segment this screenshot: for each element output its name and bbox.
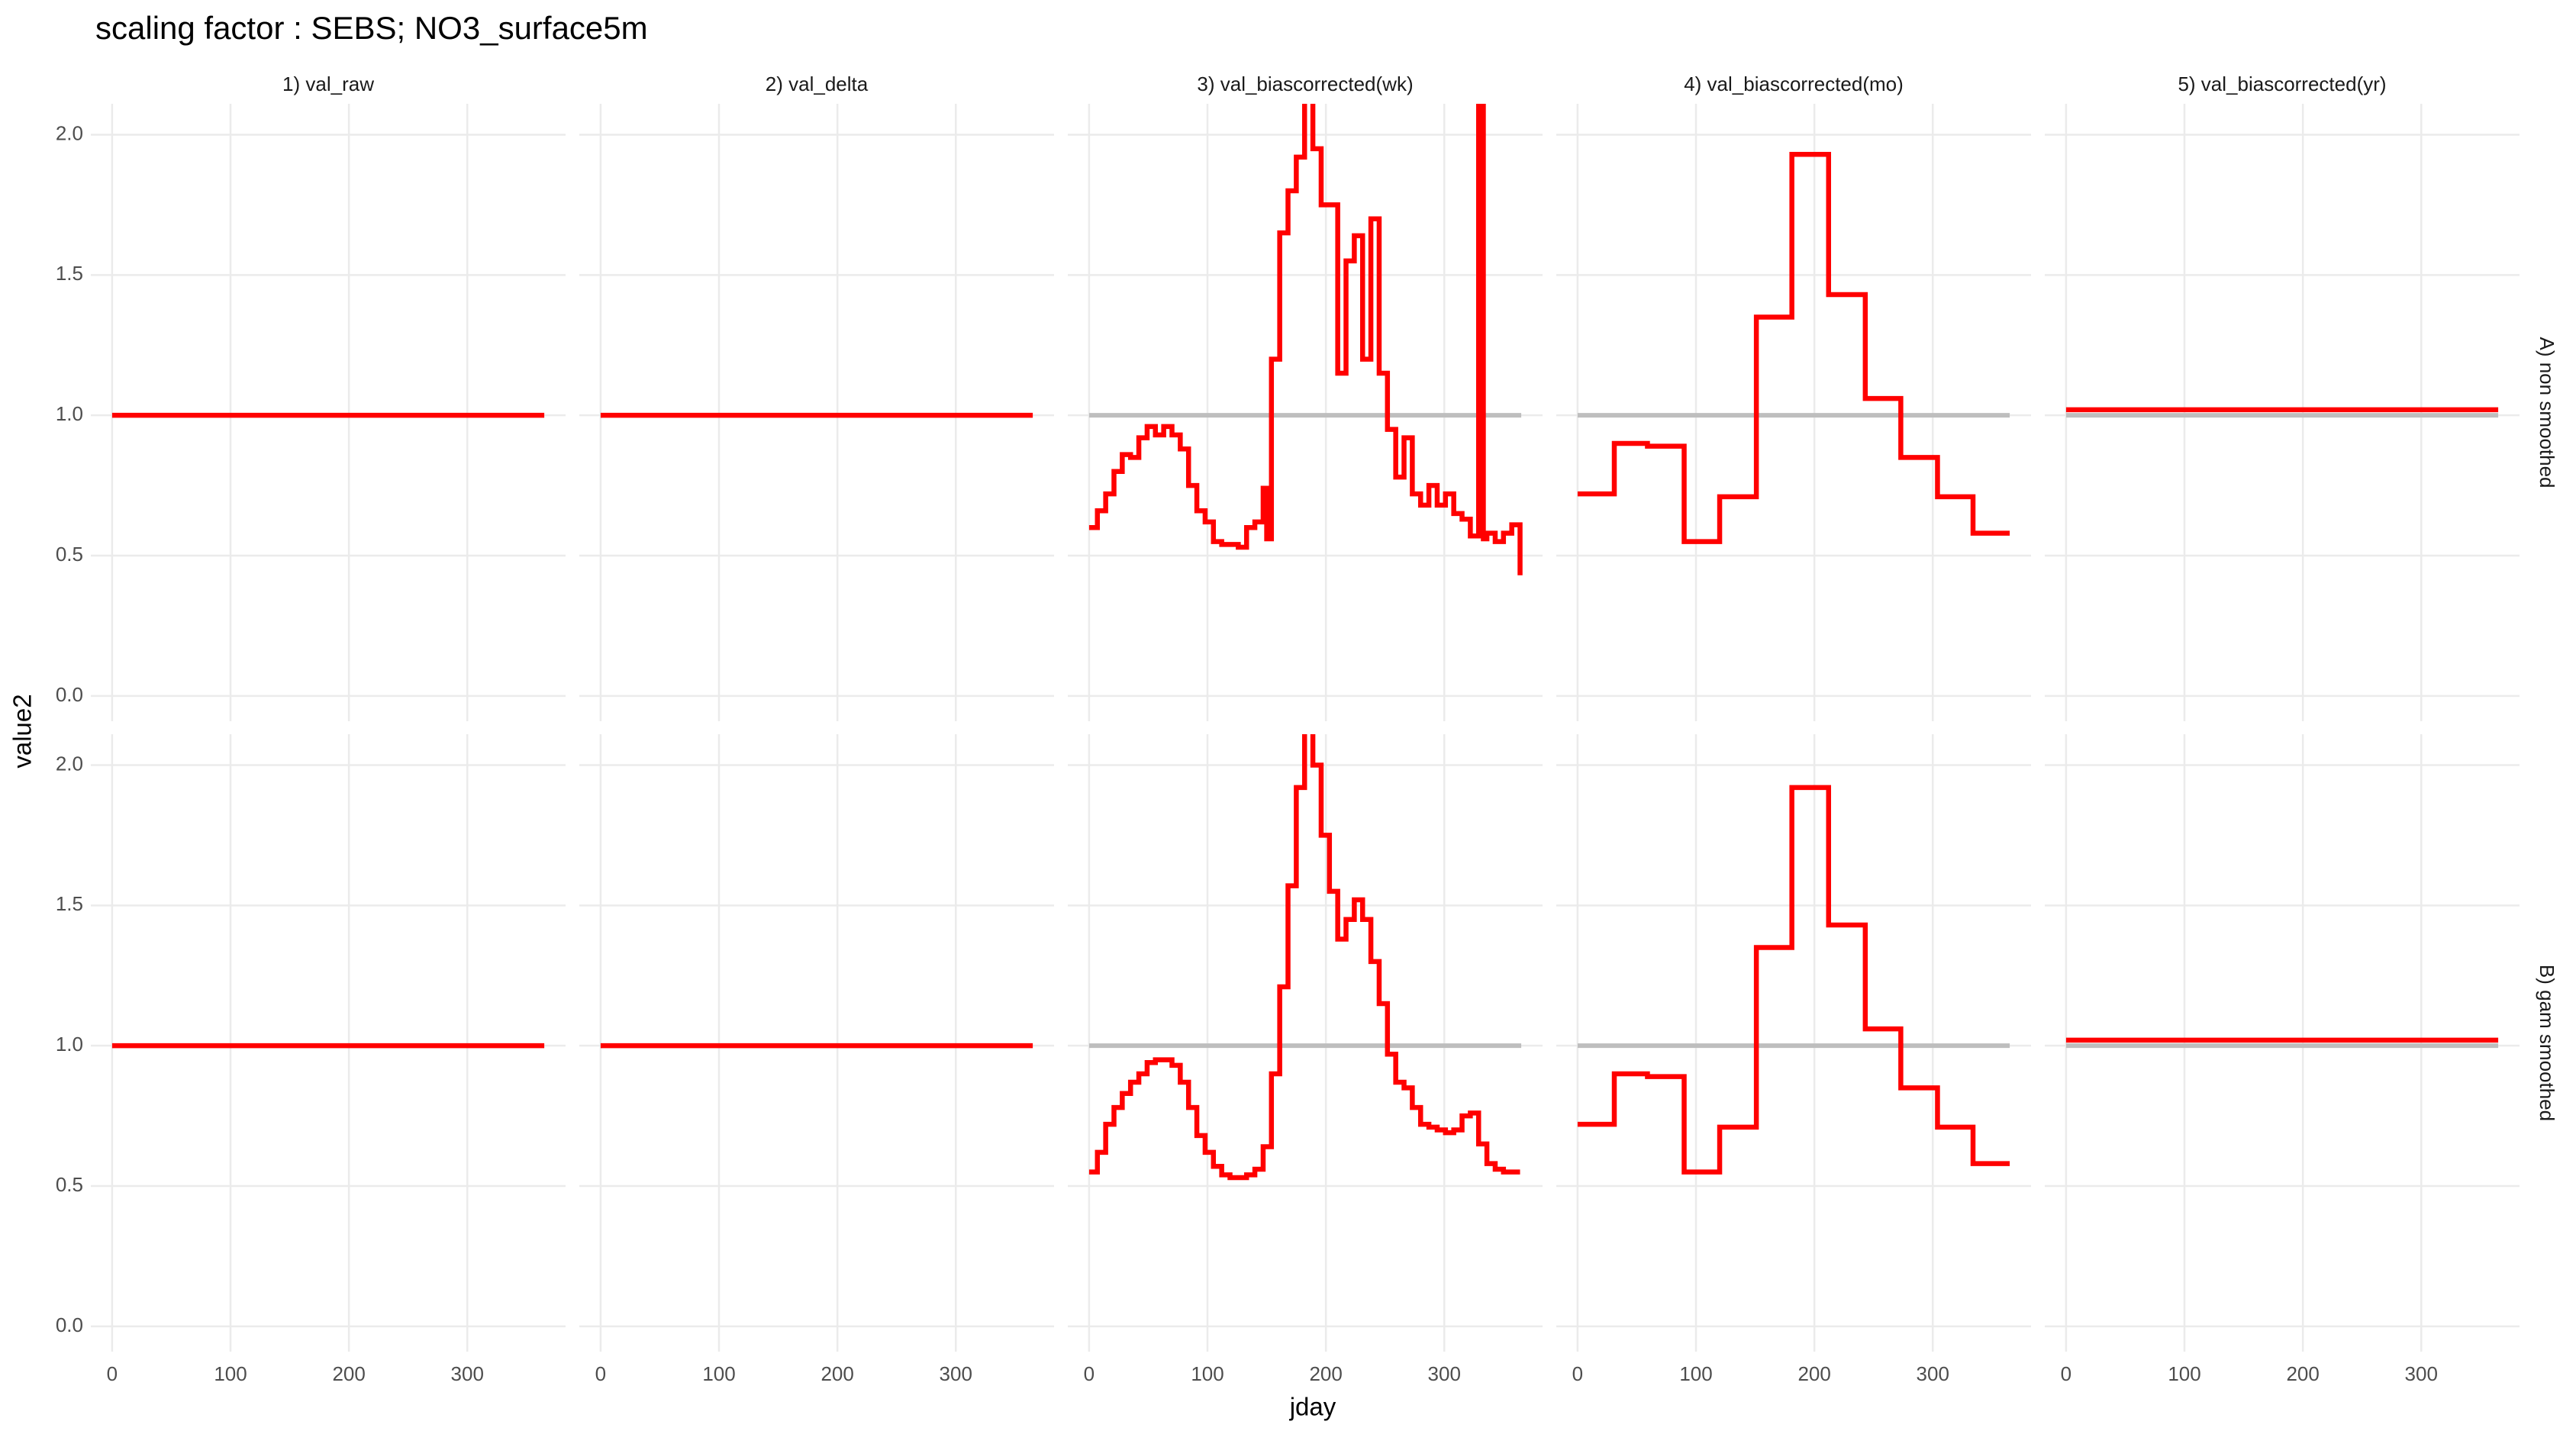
x-tick-label: 0 (107, 1362, 118, 1385)
column-strip-label: 1) val_raw (282, 73, 374, 95)
column-strip-label: 3) val_biascorrected(wk) (1197, 73, 1413, 95)
x-tick-label: 200 (332, 1362, 365, 1385)
x-tick-label: 100 (702, 1362, 735, 1385)
x-tick-label: 300 (1428, 1362, 1461, 1385)
step-line (1577, 785, 2010, 1175)
panel (579, 104, 1054, 721)
column-strip-label: 2) val_delta (766, 73, 869, 95)
x-tick-label: 200 (2286, 1362, 2319, 1385)
row-strip-label: A) non smoothed (2536, 337, 2558, 488)
panel: 0 100 200 300 (1556, 734, 2031, 1385)
row-strip-label: B) gam smoothed (2536, 965, 2558, 1121)
x-tick-label: 100 (2168, 1362, 2200, 1385)
x-tick-label: 200 (1797, 1362, 1830, 1385)
panel: 0.0 0.5 1.0 1.5 2.0 0 100 200 300 (56, 734, 566, 1385)
y-tick-label: 2.0 (56, 121, 83, 144)
y-tick-label: 0.0 (56, 683, 83, 706)
y-axis-title: value2 (8, 694, 37, 768)
x-tick-label: 0 (2061, 1362, 2071, 1385)
x-tick-label: 0 (595, 1362, 606, 1385)
panel: 0 100 200 300 (1068, 734, 1543, 1385)
x-axis-title: jday (1289, 1393, 1336, 1421)
y-tick-label: 2.0 (56, 752, 83, 775)
chart-title: scaling factor : SEBS; NO3_surface5m (95, 10, 648, 46)
panel (1556, 104, 2031, 721)
y-tick-label: 1.5 (56, 262, 83, 285)
x-tick-label: 0 (1084, 1362, 1095, 1385)
y-tick-label: 0.5 (56, 543, 83, 566)
x-tick-label: 0 (1572, 1362, 1583, 1385)
y-tick-label: 0.5 (56, 1173, 83, 1196)
y-tick-label: 0.0 (56, 1313, 83, 1336)
step-line (1088, 734, 1520, 1181)
panel (2045, 104, 2520, 721)
x-tick-label: 100 (1679, 1362, 1712, 1385)
panel: 0 100 200 300 (579, 734, 1054, 1385)
y-tick-label: 1.0 (56, 1033, 83, 1056)
panel: 0.0 0.5 1.0 1.5 2.0 (56, 104, 566, 721)
panel (1068, 104, 1543, 721)
x-tick-label: 100 (1191, 1362, 1224, 1385)
panel: 0 100 200 300 (2045, 734, 2520, 1385)
x-tick-label: 200 (821, 1362, 853, 1385)
y-tick-label: 1.5 (56, 892, 83, 915)
x-tick-label: 300 (451, 1362, 484, 1385)
y-tick-label: 1.0 (56, 402, 83, 425)
x-tick-label: 300 (1917, 1362, 1949, 1385)
step-line (1577, 151, 2010, 544)
column-strip-label: 4) val_biascorrected(mo) (1684, 73, 1904, 95)
x-tick-label: 300 (940, 1362, 972, 1385)
step-line (1088, 104, 1523, 575)
x-tick-label: 200 (1309, 1362, 1342, 1385)
x-tick-label: 100 (214, 1362, 247, 1385)
x-tick-label: 300 (2405, 1362, 2438, 1385)
column-strip-label: 5) val_biascorrected(yr) (2178, 73, 2386, 95)
